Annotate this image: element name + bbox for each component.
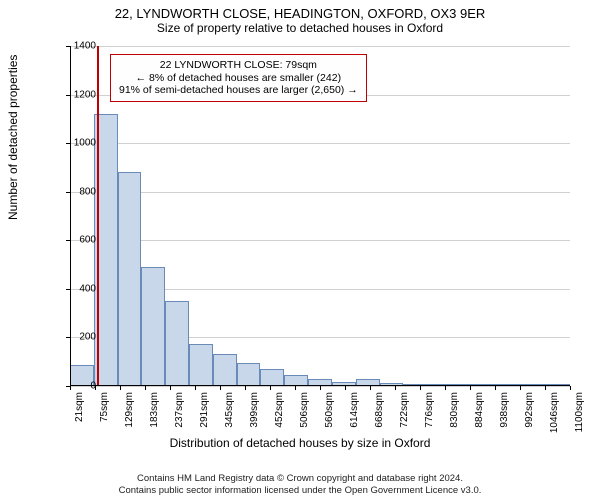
y-tick-label: 1000 — [60, 138, 96, 149]
y-tick-label: 0 — [60, 381, 96, 392]
info-line-1: 22 LYNDWORTH CLOSE: 79sqm — [119, 59, 358, 72]
y-axis-label: Number of detached properties — [6, 55, 20, 220]
x-tick — [320, 386, 321, 390]
x-tick — [195, 386, 196, 390]
y-tick-label: 800 — [60, 186, 96, 197]
x-tick — [445, 386, 446, 390]
x-axis-label: Distribution of detached houses by size … — [0, 436, 600, 450]
y-tick-label: 400 — [60, 283, 96, 294]
x-tick — [495, 386, 496, 390]
info-line-2: ← 8% of detached houses are smaller (242… — [119, 72, 358, 85]
chart-title: 22, LYNDWORTH CLOSE, HEADINGTON, OXFORD,… — [0, 0, 600, 21]
x-tick — [420, 386, 421, 390]
x-tick — [545, 386, 546, 390]
x-tick — [120, 386, 121, 390]
y-tick-label: 1400 — [60, 41, 96, 52]
x-tick — [220, 386, 221, 390]
x-tick — [295, 386, 296, 390]
x-tick — [170, 386, 171, 390]
info-callout-box: 22 LYNDWORTH CLOSE: 79sqm ← 8% of detach… — [110, 54, 367, 102]
y-tick-label: 1200 — [60, 89, 96, 100]
y-tick-label: 200 — [60, 332, 96, 343]
chart-container: 22, LYNDWORTH CLOSE, HEADINGTON, OXFORD,… — [0, 0, 600, 500]
x-tick — [470, 386, 471, 390]
footer-attribution: Contains HM Land Registry data © Crown c… — [0, 473, 600, 496]
x-axis-line — [70, 385, 570, 386]
x-tick — [395, 386, 396, 390]
x-tick — [245, 386, 246, 390]
x-tick — [345, 386, 346, 390]
x-tick — [370, 386, 371, 390]
x-tick — [270, 386, 271, 390]
footer-line-1: Contains HM Land Registry data © Crown c… — [0, 473, 600, 484]
info-line-3: 91% of semi-detached houses are larger (… — [119, 84, 358, 97]
x-tick — [570, 386, 571, 390]
y-tick-label: 600 — [60, 235, 96, 246]
x-tick — [520, 386, 521, 390]
x-tick — [145, 386, 146, 390]
property-marker-line — [97, 46, 99, 386]
footer-line-2: Contains public sector information licen… — [0, 485, 600, 496]
chart-subtitle: Size of property relative to detached ho… — [0, 21, 600, 39]
